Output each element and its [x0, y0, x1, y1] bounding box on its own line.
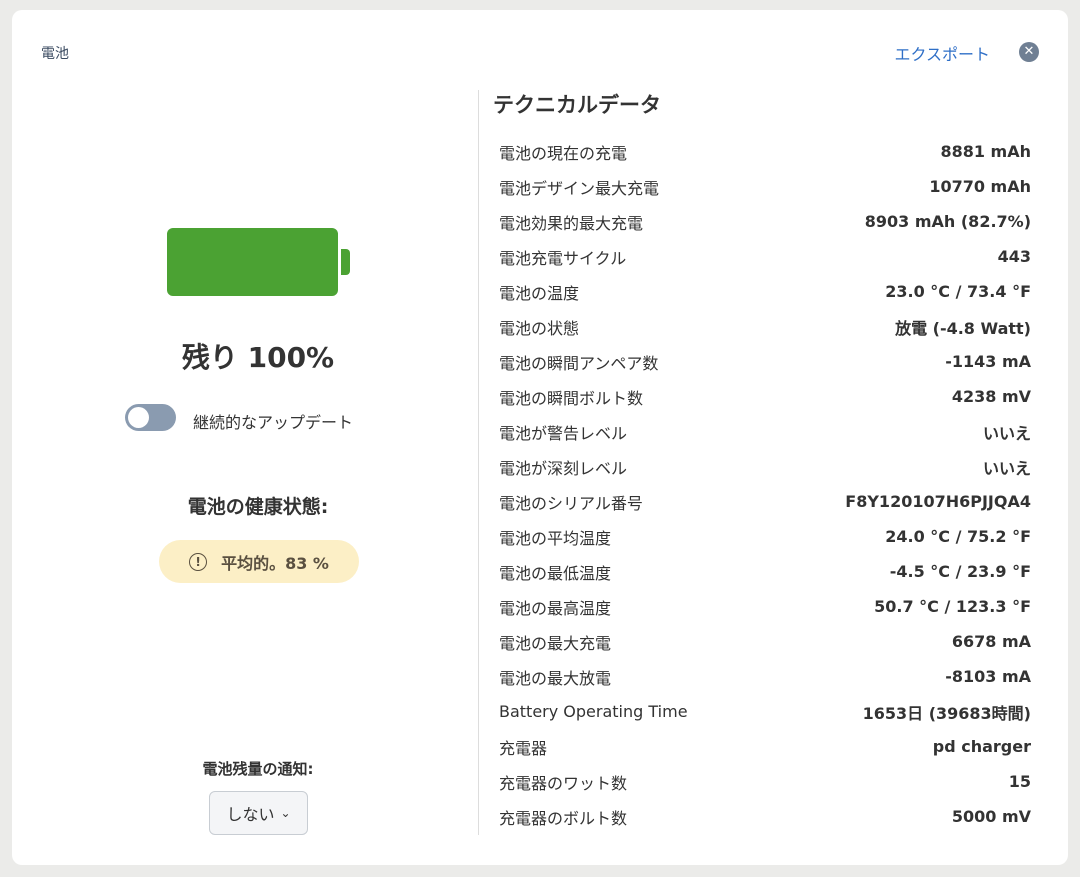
tech-data-value: 8881 mAh — [940, 142, 1031, 161]
continuous-update-toggle[interactable] — [125, 404, 176, 431]
tech-data-key: 充電器のワット数 — [499, 773, 628, 793]
toggle-knob — [128, 407, 149, 428]
divider — [478, 90, 479, 835]
tech-data-value: 5000 mV — [951, 807, 1031, 826]
health-title: 電池の健康状態: — [187, 496, 329, 518]
tech-data-key: 電池の最低温度 — [499, 563, 612, 583]
tech-data-row: 電池効果的最大充電 8903 mAh (82.7%) — [499, 204, 1031, 239]
notification-selected: しない — [226, 805, 275, 824]
tech-data-key: 電池が深刻レベル — [499, 458, 628, 478]
tech-data-row: 電池の状態 放電 (-4.8 Watt) — [499, 309, 1031, 344]
chevron-down-icon: ⌄ — [280, 806, 291, 820]
tech-data-row: 電池の最低温度 -4.5 °C / 23.9 °F — [499, 554, 1031, 589]
tech-data-key: 電池の最大充電 — [499, 633, 612, 653]
tech-data-value: 24.0 °C / 75.2 °F — [885, 527, 1031, 546]
tech-data-value: 50.7 °C / 123.3 °F — [874, 597, 1031, 616]
tech-data-value: -8103 mA — [945, 667, 1031, 686]
tech-data-value: 23.0 °C / 73.4 °F — [885, 282, 1031, 301]
tech-data-key: 電池の瞬間ボルト数 — [499, 388, 644, 408]
tech-data-key: 電池の平均温度 — [499, 528, 612, 548]
tech-data-key: 電池の状態 — [499, 318, 580, 338]
tech-data-value: 15 — [1008, 772, 1031, 791]
continuous-update-label: 継続的なアップデート — [193, 413, 354, 432]
tech-data-key: 充電器のボルト数 — [499, 808, 628, 828]
tech-data-row: 充電器のワット数 15 — [499, 764, 1031, 799]
tech-data-row: 電池の最高温度 50.7 °C / 123.3 °F — [499, 589, 1031, 624]
tech-data-value: -4.5 °C / 23.9 °F — [889, 562, 1031, 581]
health-badge: ! 平均的。83 % — [159, 540, 359, 583]
tech-data-row: Battery Operating Time 1653日 (39683時間) — [499, 694, 1031, 729]
tech-data-key: 電池効果的最大充電 — [499, 213, 644, 233]
tech-data-row: 電池が深刻レベル いいえ — [499, 449, 1031, 484]
health-badge-text: 平均的。83 % — [221, 553, 329, 573]
tech-data-key: 電池が警告レベル — [499, 423, 628, 443]
battery-tip — [341, 249, 350, 275]
tech-data-list[interactable]: 電池の現在の充電 8881 mAh 電池デザイン最大充電 10770 mAh 電池効果的… — [499, 134, 1031, 835]
tech-data-value: F8Y120107H6PJJQA4 — [845, 492, 1031, 511]
tech-data-key: 電池デザイン最大充電 — [499, 178, 660, 198]
tech-data-value: いいえ — [982, 458, 1031, 478]
notification-select[interactable]: しない ⌄ — [209, 791, 308, 835]
tech-data-row: 電池の最大放電 -8103 mA — [499, 659, 1031, 694]
tech-data-key: 電池の現在の充電 — [499, 143, 628, 163]
battery-icon — [167, 228, 338, 296]
tech-data-key: 電池充電サイクル — [499, 248, 627, 268]
warning-circle-icon: ! — [189, 552, 208, 571]
tech-data-value: -1143 mA — [945, 352, 1031, 371]
tech-data-row: 電池の最大充電 6678 mA — [499, 624, 1031, 659]
notification-label: 電池残量の通知: — [202, 760, 314, 778]
tech-data-key: 電池の瞬間アンペア数 — [499, 353, 659, 373]
tech-data-row: 電池の瞬間アンペア数 -1143 mA — [499, 344, 1031, 379]
close-icon[interactable]: ✕ — [1019, 42, 1039, 62]
tech-data-row: 充電器 pd charger — [499, 729, 1031, 764]
tech-data-value: 1653日 (39683時間) — [862, 703, 1031, 723]
tech-data-value: 443 — [997, 247, 1031, 266]
tech-data-row: 電池の現在の充電 8881 mAh — [499, 134, 1031, 169]
tech-data-row: 充電器のボルト数 5000 mV — [499, 799, 1031, 834]
export-button[interactable]: エクスポート — [894, 45, 990, 64]
tech-data-value: 8903 mAh (82.7%) — [864, 212, 1031, 231]
tech-data-title: テクニカルデータ — [493, 93, 661, 117]
tech-data-value: 放電 (-4.8 Watt) — [895, 318, 1031, 338]
tech-data-row: 電池の平均温度 24.0 °C / 75.2 °F — [499, 519, 1031, 554]
tech-data-row: 電池の瞬間ボルト数 4238 mV — [499, 379, 1031, 414]
tech-data-row: 電池のシリアル番号 F8Y120107H6PJJQA4 — [499, 484, 1031, 519]
panel-title: 電池 — [41, 46, 69, 62]
tech-data-key: 電池の最大放電 — [499, 668, 612, 688]
tech-data-value: pd charger — [932, 737, 1031, 756]
battery-panel — [12, 10, 1068, 865]
tech-data-value: 6678 mA — [951, 632, 1031, 651]
tech-data-row: 電池デザイン最大充電 10770 mAh — [499, 169, 1031, 204]
tech-data-value: いいえ — [982, 423, 1031, 443]
tech-data-key: 電池の最高温度 — [499, 598, 612, 618]
tech-data-key: 電池の温度 — [499, 283, 580, 303]
tech-data-row: 電池の温度 23.0 °C / 73.4 °F — [499, 274, 1031, 309]
tech-data-key: 充電器 — [499, 738, 548, 758]
tech-data-row: 電池充電サイクル 443 — [499, 239, 1031, 274]
tech-data-row: 電池が警告レベル いいえ — [499, 414, 1031, 449]
battery-remaining: 残り 100% — [181, 341, 335, 374]
tech-data-key: 電池のシリアル番号 — [499, 493, 643, 513]
tech-data-value: 4238 mV — [951, 387, 1031, 406]
tech-data-key: Battery Operating Time — [499, 702, 688, 721]
tech-data-value: 10770 mAh — [929, 177, 1031, 196]
